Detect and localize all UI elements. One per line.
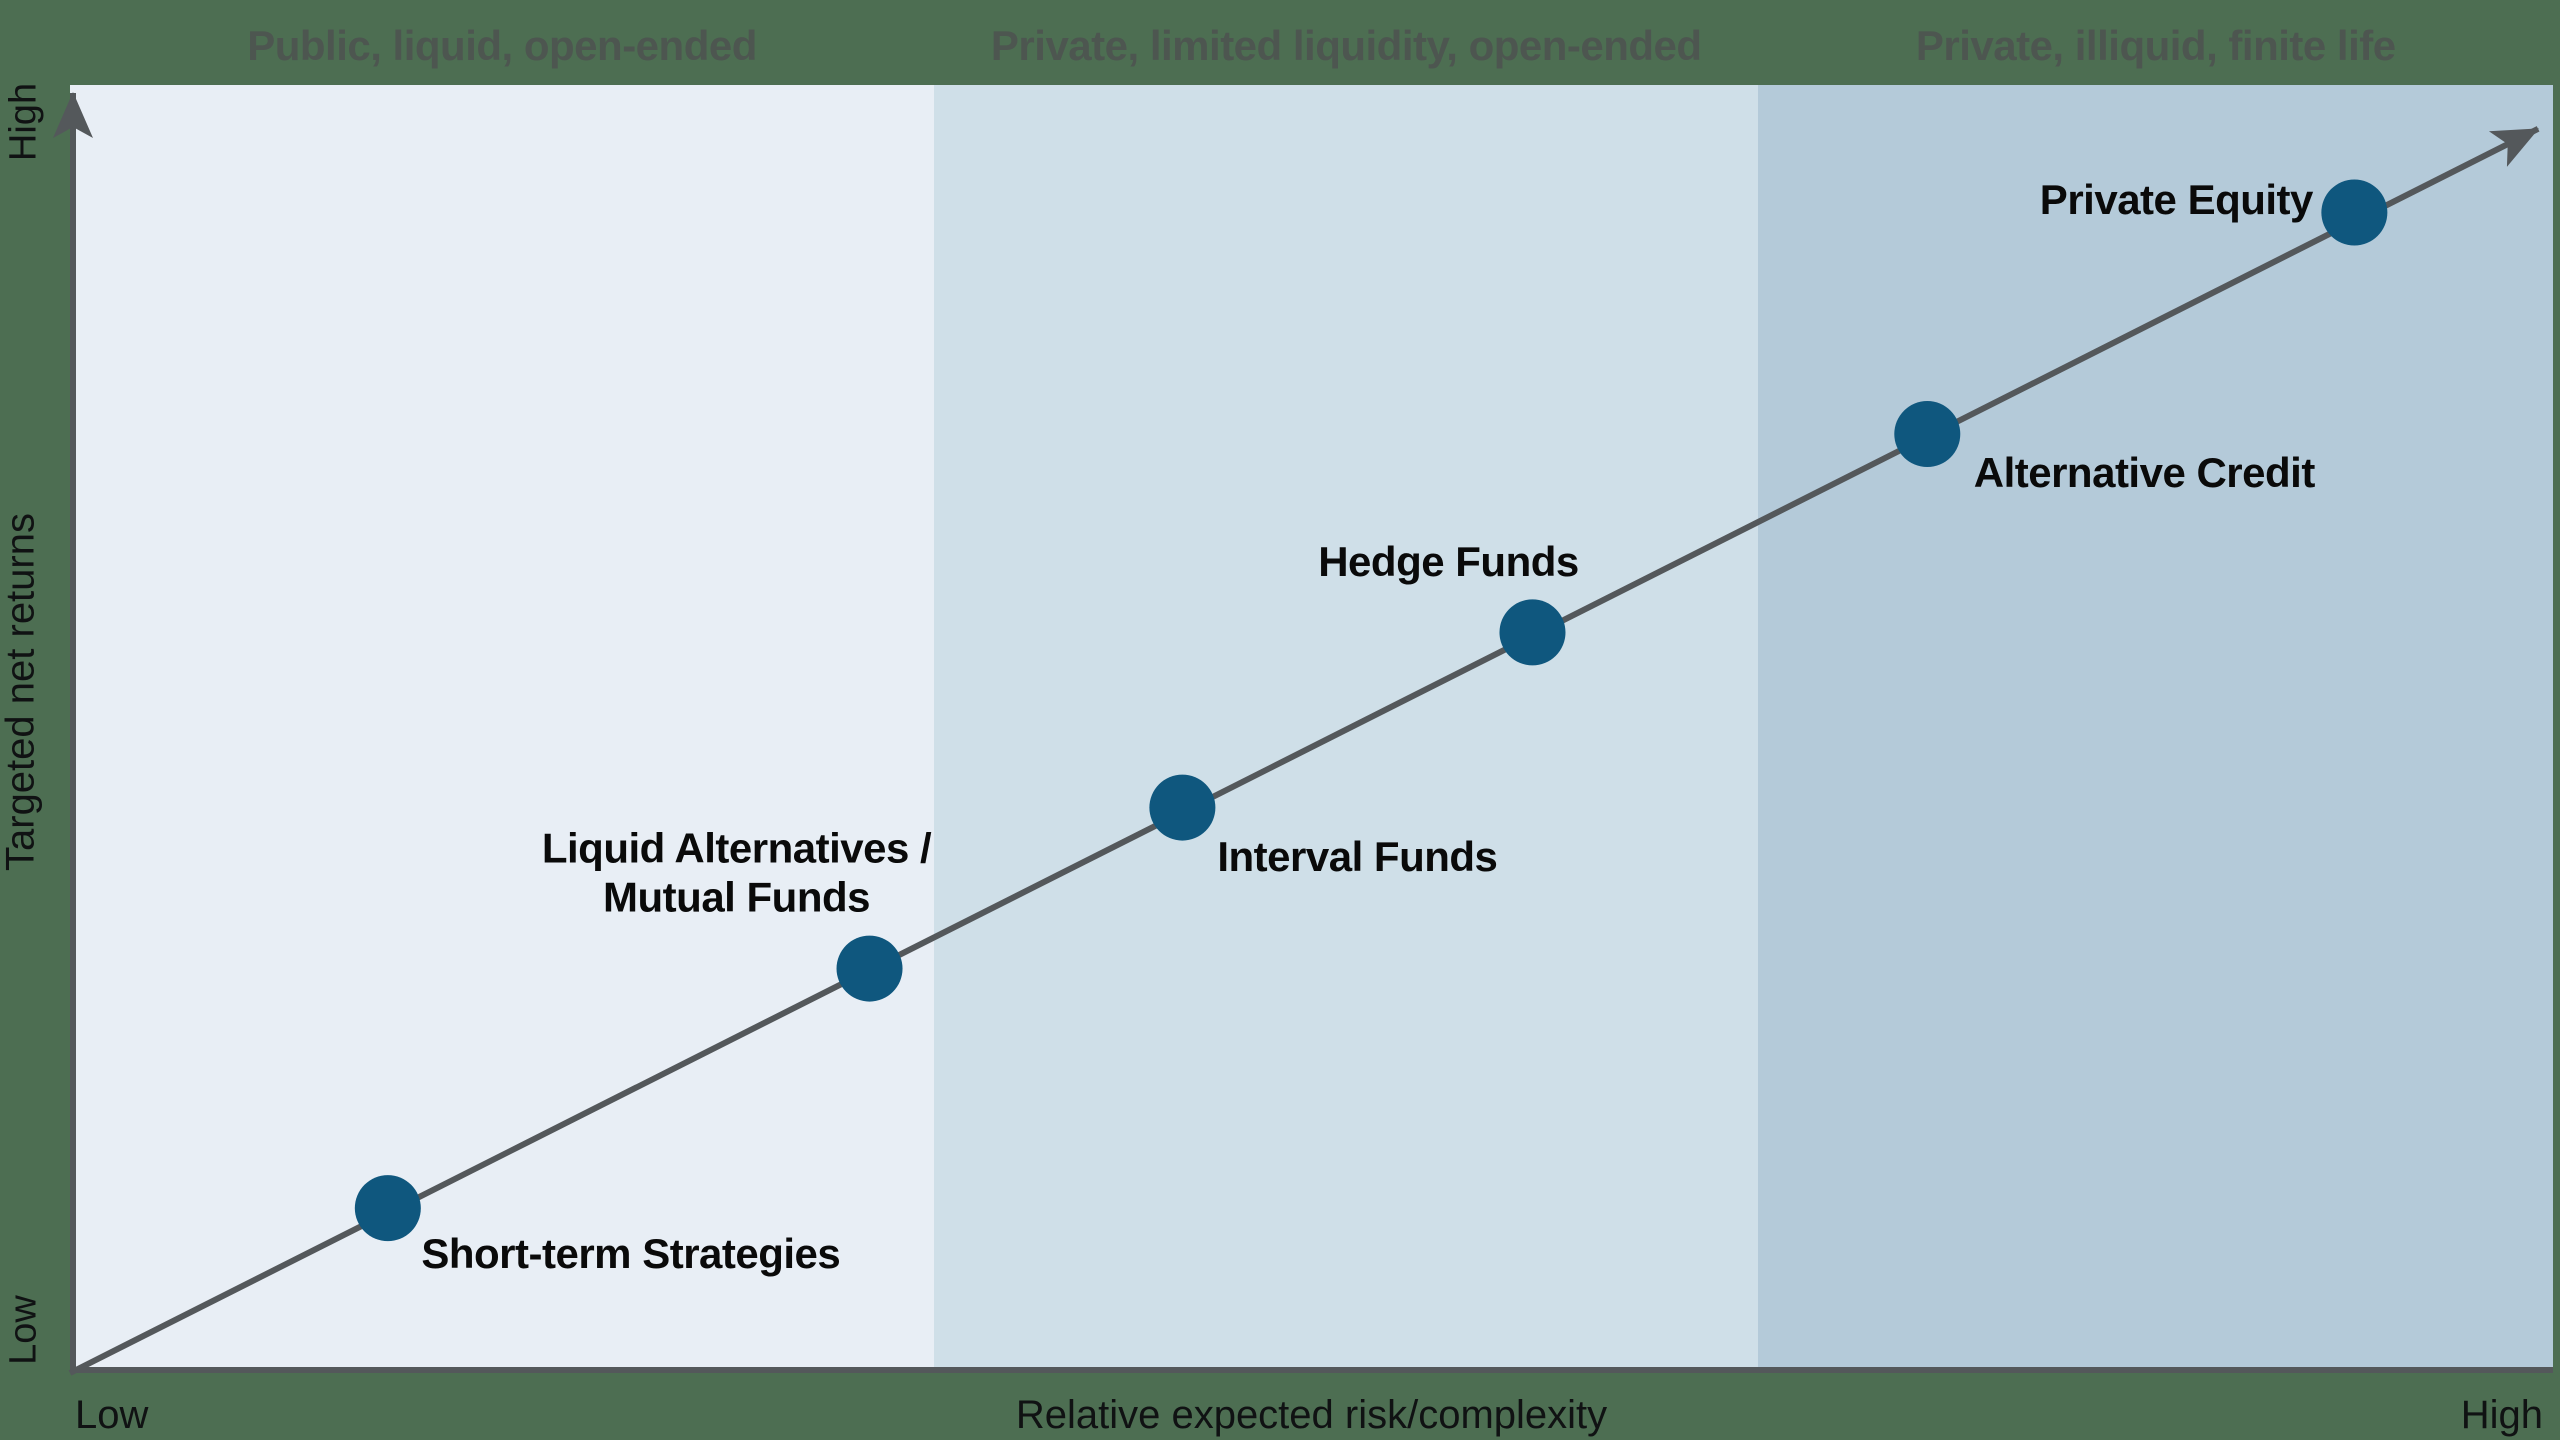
x-axis-title: Relative expected risk/complexity — [1015, 1393, 1608, 1437]
data-point-dot-3 — [1499, 599, 1566, 666]
x-axis-caption-row: Low Relative expected risk/complexity Hi… — [70, 1390, 2553, 1440]
data-point-label-3: Hedge Funds — [1318, 538, 1579, 586]
data-point-dot-5 — [2321, 179, 2388, 246]
plot-area: Short-term Strategies Liquid Alternatives… — [53, 85, 2553, 1376]
y-axis-low-label: Low — [2, 1295, 45, 1365]
data-point-dot-4 — [1894, 401, 1961, 468]
zone-label-public-liquid: Public, liquid, open-ended — [247, 22, 757, 69]
y-axis-title: Targeted net returns — [0, 513, 43, 871]
data-point-label-5: Private Equity — [2039, 175, 2314, 223]
x-axis-low-label: Low — [75, 1393, 149, 1437]
x-axis-high-label: High — [2460, 1393, 2543, 1437]
y-axis-high-label: High — [2, 82, 45, 162]
data-point-label-2: Interval Funds — [1217, 832, 1498, 880]
trend-arrow-line — [68, 126, 2540, 1376]
chart-svg — [53, 92, 2553, 1376]
zone-band-0 — [70, 85, 939, 1373]
data-point-label-0: Short-term Strategies — [421, 1230, 841, 1278]
data-point-dot-1 — [836, 935, 903, 1002]
zone-label-private-illiquid: Private, illiquid, finite life — [1915, 22, 2396, 69]
data-point-label-1: Liquid Alternatives / Mutual Funds — [541, 824, 932, 921]
zone-band-2 — [1758, 85, 2553, 1373]
zone-label-private-limited-liquidity: Private, limited liquidity, open-ended — [990, 22, 1702, 69]
data-point-label-4: Alternative Credit — [1973, 449, 2316, 497]
data-point-dot-2 — [1149, 774, 1216, 841]
data-point-dot-0 — [354, 1175, 421, 1242]
